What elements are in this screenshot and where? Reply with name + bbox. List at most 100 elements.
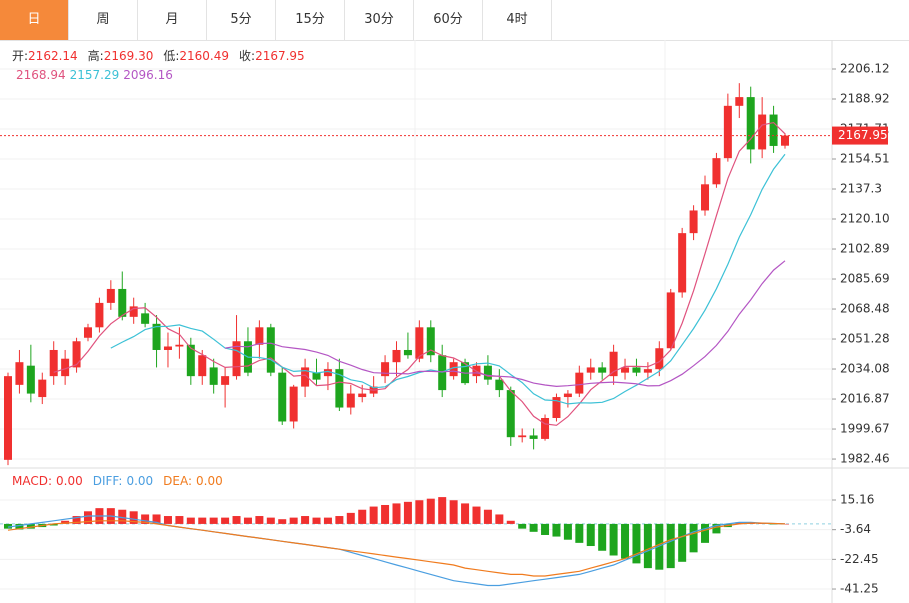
macd-bar [701,523,710,543]
macd-bar [209,517,218,524]
macd-bar [369,506,378,524]
tab[interactable]: 周 [69,0,138,40]
candle-body [221,376,230,385]
candle-body [4,376,12,460]
candle-body [312,372,321,380]
macd-bar [586,523,595,547]
tab-bar: 日周月 5分 15分 30分 60分 4时 [0,0,909,41]
candle-body [518,435,527,438]
legend-value: 2162.14 [28,49,78,63]
y-tick-label: -3.64 [840,522,871,536]
candle-body [26,365,35,394]
candle-body [575,372,584,394]
candle-body [678,233,687,293]
macd-bar [49,523,58,526]
macd-bar [449,500,458,524]
macd-bar [221,517,230,524]
macd-bar [472,506,481,524]
candle-body [552,397,561,418]
macd-bar [541,523,550,535]
legend: 开:2162.14 高:2169.30 低:2160.49 收:2167.95 [12,48,305,63]
macd-bar [438,497,447,524]
candle-body [689,210,698,234]
macd-bar [346,512,355,524]
y-tick-label: 2120.10 [840,212,890,226]
candle-body [255,327,264,345]
candle-body [278,372,287,422]
macd-bar [403,501,412,524]
y-tick-label: 2206.12 [840,61,890,75]
macd-bar [186,517,195,524]
candle-body [723,105,732,159]
macd-bar [666,523,675,569]
y-tick-label: 2154.51 [840,152,890,166]
candle-body [381,362,390,377]
macd-bar [152,514,161,524]
y-tick-label: 1982.46 [840,452,890,466]
y-tick-label: 2085.69 [840,272,890,286]
candle-body [609,351,618,377]
candle-body [209,367,218,385]
macd-bar [518,523,527,529]
macd-bar [278,519,287,524]
legend-label: 收: [239,49,255,63]
macd-bar [15,523,24,530]
candle-body [83,327,92,338]
tab[interactable]: 15分 [276,0,345,40]
macd-bar [118,509,127,524]
candle-body [586,367,595,373]
candle-body [403,349,412,356]
macd-bar [83,511,92,524]
macd-bar [758,523,767,524]
tab[interactable]: 60分 [414,0,483,40]
candle-body [335,369,344,408]
candle-body [781,135,789,146]
candle-body [186,344,195,377]
candle-body [152,323,161,350]
candle-body [643,369,652,373]
dea-line [7,520,786,577]
macd-bar [598,523,607,551]
macd-bar [461,503,470,524]
candle-body [232,341,241,377]
candle-body [49,349,58,377]
macd-bar [255,516,264,524]
tab[interactable]: 5分 [207,0,276,40]
candle-body [163,346,172,350]
macd-bar [655,523,664,570]
legend-label: DEA: [163,474,192,488]
tab[interactable]: 月 [138,0,207,40]
candle-body [632,367,641,373]
candle-body [769,114,778,146]
candle-body [266,327,275,373]
candle-body [175,344,184,347]
diff-line [7,515,786,587]
tab[interactable]: 4时 [483,0,552,40]
macd-bar [323,517,332,524]
candle-body [72,341,81,368]
tab[interactable]: 30分 [345,0,414,40]
legend-value: 2160.49 [179,49,229,63]
y-tick-label: 1999.67 [840,422,890,436]
candle-body [61,358,70,377]
candle-body [541,417,550,439]
macd-bar [243,517,252,524]
macd-bar [678,523,687,562]
macd-bar [163,516,172,524]
macd-bar [621,523,630,559]
ma-line [225,260,786,388]
macd-bar [735,522,744,524]
candle-body [483,365,492,380]
macd-bar [632,523,641,564]
tab[interactable]: 日 [0,0,69,40]
macd-bar [266,517,275,524]
candle-body [301,367,310,387]
legend-label: 低: [163,49,179,63]
macd-bar [61,520,70,524]
candle-body [506,390,515,438]
y-tick-label: 2068.48 [840,302,890,316]
macd-bar [529,523,538,532]
candle-body [289,386,298,422]
last-price-box [832,126,888,145]
macd-bar [689,523,698,553]
